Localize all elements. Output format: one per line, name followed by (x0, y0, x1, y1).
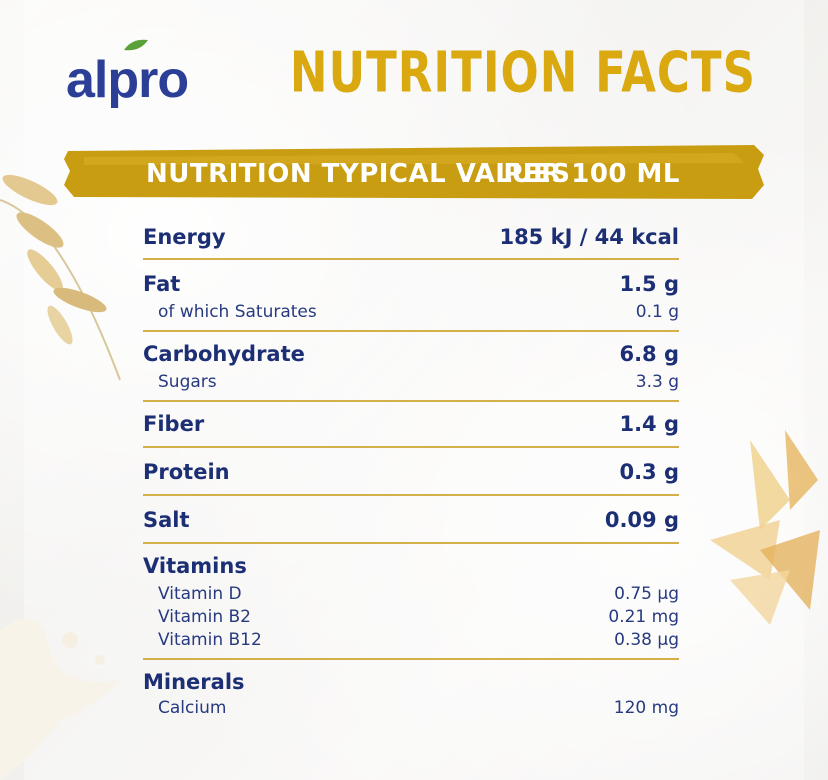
nutrition-table: Energy 185 kJ / 44 kcal Fat 1.5 g of whi… (143, 215, 679, 718)
row-value: 0.75 µg (614, 584, 679, 604)
divider (143, 446, 679, 448)
protein-row: Protein 0.3 g (143, 448, 679, 494)
sugars-row: Sugars 3.3 g (143, 366, 679, 400)
row-value: 0.3 g (619, 460, 679, 484)
row-value: 0.09 g (604, 508, 679, 532)
divider (143, 494, 679, 496)
fat-row: Fat 1.5 g (143, 260, 679, 296)
row-value: 185 kJ / 44 kcal (499, 225, 679, 249)
calcium-row: Calcium 120 mg (143, 694, 679, 718)
row-value: 1.5 g (619, 272, 679, 296)
row-value: 0.38 µg (614, 630, 679, 650)
oat-flakes-decoration (710, 430, 820, 625)
banner-left-label: NUTRITION TYPICAL VALUES (146, 159, 571, 189)
divider (143, 658, 679, 660)
divider (143, 542, 679, 544)
row-label: Vitamins (143, 554, 247, 578)
row-label: Vitamin D (158, 584, 242, 604)
leaf-icon (124, 39, 148, 51)
row-label: Sugars (158, 372, 217, 392)
carbohydrate-row: Carbohydrate 6.8 g (143, 332, 679, 366)
row-value: 1.4 g (619, 412, 679, 436)
divider (143, 400, 679, 402)
alpro-logo: alpro (66, 51, 189, 109)
salt-row: Salt 0.09 g (143, 496, 679, 542)
milk-splash-decoration (0, 618, 120, 780)
vitamin-d-row: Vitamin D 0.75 µg (143, 578, 679, 604)
fiber-row: Fiber 1.4 g (143, 402, 679, 446)
row-label: Calcium (158, 698, 227, 718)
row-label: Fat (143, 272, 181, 296)
vitamin-b2-row: Vitamin B2 0.21 mg (143, 604, 679, 627)
row-label: Fiber (143, 412, 205, 436)
banner-right-label: PER 100 ML (503, 159, 680, 189)
row-value: 0.1 g (635, 302, 679, 322)
divider (143, 330, 679, 332)
oat-stalk-decoration (0, 174, 121, 381)
row-value: 120 mg (613, 698, 679, 718)
minerals-heading: Minerals (143, 660, 679, 694)
saturates-row: of which Saturates 0.1 g (143, 296, 679, 330)
energy-row: Energy 185 kJ / 44 kcal (143, 215, 679, 258)
row-label: Vitamin B12 (158, 630, 262, 650)
row-label: Minerals (143, 670, 245, 694)
vitamins-heading: Vitamins (143, 544, 679, 578)
brush-stroke-background (64, 145, 764, 199)
row-label: Vitamin B2 (158, 607, 252, 627)
page-title: NUTRITION FACTS (289, 40, 756, 105)
row-label: Carbohydrate (143, 342, 305, 366)
row-value: 3.3 g (635, 372, 679, 392)
row-label: Protein (143, 460, 230, 484)
content-panel (24, 0, 804, 780)
divider (143, 258, 679, 260)
row-label: of which Saturates (158, 302, 317, 322)
row-label: Salt (143, 508, 190, 532)
vitamin-b12-row: Vitamin B12 0.38 µg (143, 627, 679, 658)
row-label: Energy (143, 225, 226, 249)
row-value: 6.8 g (619, 342, 679, 366)
row-value: 0.21 mg (608, 607, 679, 627)
table-header-banner: NUTRITION TYPICAL VALUES PER 100 ML (64, 145, 764, 199)
